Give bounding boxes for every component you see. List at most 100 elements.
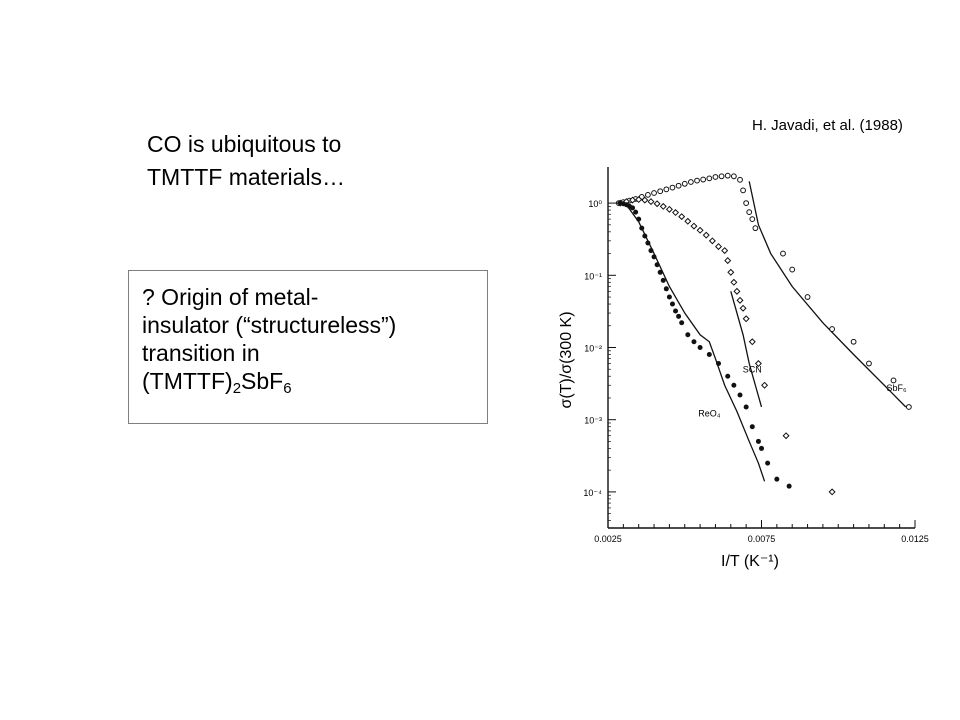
fit-curve (730, 291, 763, 408)
data-point-filled-circle (669, 301, 675, 307)
data-point-filled-circle (642, 233, 648, 239)
data-point-filled-circle (749, 424, 755, 430)
data-point-open-diamond (782, 432, 790, 440)
data-point-open-circle (730, 173, 737, 180)
data-point-open-diamond (629, 196, 637, 204)
x-tick-label: 0.0075 (748, 534, 776, 544)
data-point-open-circle (905, 404, 912, 410)
data-point-open-diamond (748, 338, 756, 346)
data-point-open-circle (890, 377, 897, 384)
data-point-open-circle (829, 326, 836, 332)
chart-series: SbF₆ SCN ReO₄ (615, 172, 912, 496)
conductivity-chart: 0.0025 0.0075 0.0125 10⁰ 10⁻¹ 10⁻² 10⁻³ 10⁻⁴ Sb… (558, 167, 929, 570)
data-point-filled-circle (660, 277, 666, 283)
fit-curve (748, 181, 907, 408)
series-label: ReO₄ (698, 409, 721, 419)
data-point-filled-circle (716, 361, 722, 367)
data-point-open-diamond (715, 243, 723, 251)
data-point-open-circle (706, 175, 713, 182)
data-point-open-diamond (724, 257, 732, 265)
question-line-3: transition in (142, 340, 260, 366)
data-point-open-diamond (708, 237, 716, 245)
heading-line-1: CO is ubiquitous to (147, 131, 342, 157)
data-point-open-circle (752, 225, 759, 232)
data-point-open-diamond (828, 488, 836, 496)
data-point-open-circle (687, 179, 694, 185)
data-point-filled-circle (645, 240, 651, 246)
data-point-open-diamond (742, 315, 750, 323)
data-point-open-circle (737, 176, 743, 183)
data-point-open-circle (651, 190, 657, 196)
data-point-open-diamond (647, 198, 655, 206)
data-point-filled-circle (666, 294, 672, 300)
data-point-open-diamond (727, 268, 735, 276)
fit-curve (625, 204, 766, 482)
data-point-open-diamond (696, 226, 704, 234)
data-point-open-circle (789, 266, 796, 273)
data-point-open-circle (645, 191, 651, 198)
data-point-open-diamond (721, 247, 729, 255)
question-line-1: ? Origin of metal- (142, 284, 319, 310)
data-point-open-diamond (733, 287, 741, 295)
y-tick-label: 10⁻⁴ (583, 488, 602, 498)
data-point-open-diamond (659, 202, 667, 210)
data-point-filled-circle (774, 476, 780, 482)
data-point-filled-circle (765, 460, 771, 466)
heading: CO is ubiquitous to TMTTF materials… (147, 128, 345, 194)
data-point-filled-circle (755, 438, 761, 444)
data-point-filled-circle (725, 373, 731, 379)
series-label: SCN (743, 365, 762, 375)
data-point-open-circle (749, 216, 756, 223)
data-point-filled-circle (636, 216, 642, 222)
citation: H. Javadi, et al. (1988) (752, 117, 903, 134)
data-point-filled-circle (654, 262, 660, 268)
x-axis-label: I/T (K⁻¹) (721, 553, 779, 570)
formula-subscript-2: 6 (283, 380, 292, 397)
data-point-open-circle (657, 188, 664, 195)
data-point-filled-circle (651, 254, 657, 260)
formula-part-1: (TMTTF) (142, 368, 233, 394)
data-point-filled-circle (737, 392, 743, 398)
data-point-filled-circle (630, 205, 636, 211)
data-point-open-diamond (702, 231, 710, 239)
formula-part-2: SbF (241, 368, 284, 394)
y-tick-label: 10⁻³ (584, 416, 602, 426)
data-point-filled-circle (685, 332, 691, 338)
data-point-open-circle (724, 172, 731, 179)
data-point-filled-circle (706, 351, 712, 357)
data-point-open-circle (746, 209, 753, 216)
data-point-filled-circle (786, 483, 792, 489)
data-point-open-circle (700, 176, 707, 183)
data-point-filled-circle (639, 225, 645, 231)
question-text: ? Origin of metal- insulator (“structure… (142, 283, 396, 403)
question-line-2: insulator (“structureless”) (142, 312, 397, 338)
x-tick-label: 0.0025 (594, 534, 622, 544)
data-point-open-diamond (736, 296, 744, 304)
data-point-open-diamond (665, 205, 673, 213)
data-point-open-diamond (672, 209, 680, 217)
data-point-filled-circle (691, 339, 697, 345)
y-tick-label: 10⁻¹ (584, 271, 602, 281)
question-box: ? Origin of metal- insulator (“structure… (128, 270, 488, 424)
data-point-open-diamond (761, 381, 769, 389)
data-point-open-diamond (690, 222, 698, 230)
data-point-open-circle (681, 180, 688, 187)
data-point-open-circle (740, 187, 746, 194)
data-point-open-circle (850, 338, 857, 345)
data-point-open-circle (669, 184, 676, 191)
data-point-open-circle (694, 177, 700, 184)
data-point-open-circle (866, 360, 872, 367)
data-point-open-diamond (684, 217, 692, 225)
data-point-open-diamond (754, 360, 762, 368)
data-point-filled-circle (679, 320, 685, 326)
data-point-open-diamond (635, 196, 643, 204)
series-label: SbF₆ (887, 383, 908, 393)
data-point-open-diamond (653, 200, 661, 208)
y-axis-label: σ(T)/σ(300 K) (558, 311, 575, 408)
y-tick-label: 10⁻² (584, 344, 602, 354)
y-tick-label: 10⁰ (588, 199, 602, 209)
data-point-open-diamond (739, 304, 747, 312)
data-point-open-circle (712, 174, 719, 180)
data-point-filled-circle (673, 308, 679, 314)
data-point-filled-circle (633, 209, 639, 215)
